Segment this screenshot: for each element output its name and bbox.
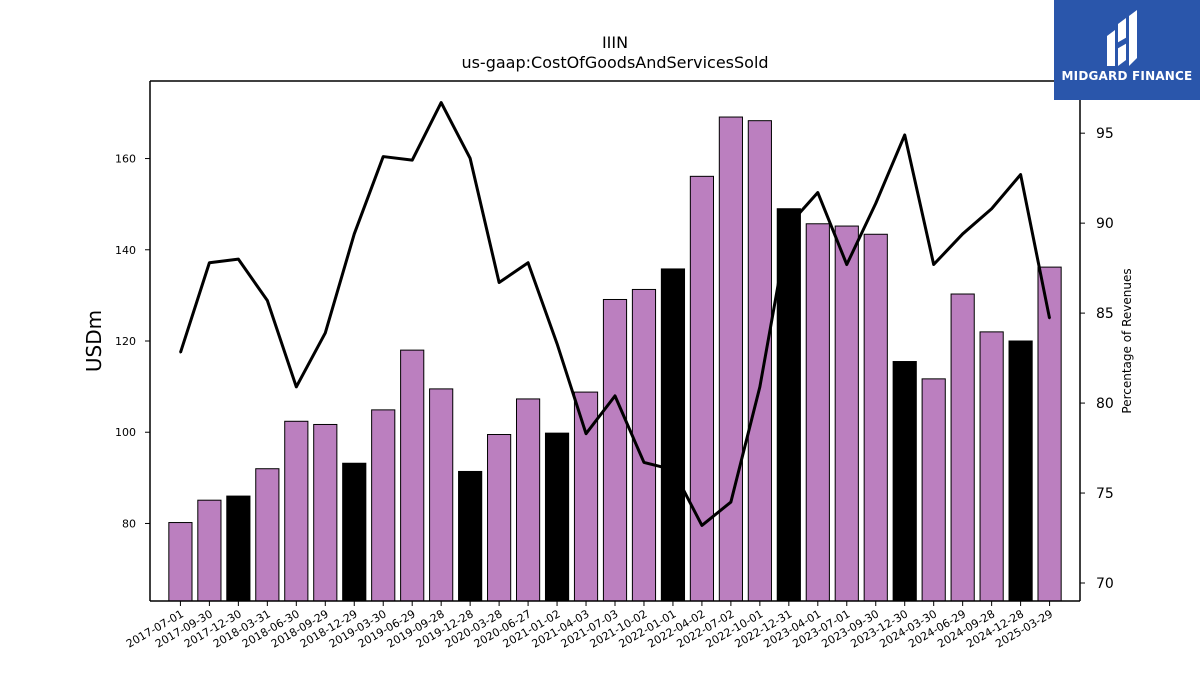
- chart-subtitle: us-gaap:CostOfGoodsAndServicesSold: [461, 53, 768, 72]
- bar-2019-09-28: [429, 388, 454, 602]
- logo-text: MIDGARD FINANCE: [1061, 69, 1193, 83]
- line-point-2023-07-01: [845, 263, 848, 266]
- y-axis-label: USDm: [82, 310, 106, 372]
- y-tick-label: 80: [122, 517, 136, 530]
- midgard-finance-logo: MIDGARD FINANCE: [1054, 0, 1200, 100]
- bar-2019-12-28: [458, 470, 483, 602]
- bar-2022-01-01: [660, 268, 686, 602]
- bar-2020-06-27: [515, 398, 541, 602]
- line-point-2018-12-29: [353, 233, 356, 235]
- y2-tick-label: 95: [1096, 126, 1114, 142]
- line-point-2022-10-01: [759, 386, 761, 388]
- bar-2024-09-28: [979, 331, 1004, 602]
- y2-tick-label: 85: [1096, 306, 1114, 322]
- line-point-2018-03-31: [266, 299, 269, 302]
- y-tick-label: 160: [115, 153, 136, 166]
- bar-2023-04-01: [805, 223, 830, 602]
- line-point-2017-09-30: [208, 261, 211, 264]
- line-point-2019-12-28: [469, 157, 471, 160]
- bar-2018-06-30: [284, 420, 309, 602]
- line-point-2021-01-02: [556, 342, 558, 345]
- bar-2019-06-29: [400, 349, 425, 602]
- line-point-2019-09-28: [440, 101, 442, 104]
- bar-2023-09-30: [863, 233, 888, 602]
- line-point-2020-03-28: [498, 281, 500, 284]
- line-point-2025-03-29: [1048, 317, 1051, 320]
- line-point-2022-04-02: [701, 524, 703, 527]
- bar-2023-12-30: [892, 361, 917, 602]
- bar-2019-03-30: [371, 409, 396, 602]
- bar-2024-12-28: [1008, 340, 1033, 602]
- y2-tick-label: 70: [1096, 576, 1114, 592]
- line-point-2022-07-02: [730, 501, 732, 503]
- y2-axis-label: Percentage of Revenues: [1120, 268, 1134, 413]
- line-point-2023-04-01: [817, 191, 819, 194]
- line-point-2019-06-29: [411, 159, 413, 161]
- bar-2017-12-30: [226, 495, 251, 602]
- bar-2018-09-29: [313, 423, 338, 602]
- line-point-2024-12-28: [1019, 173, 1022, 176]
- line-point-2017-07-01: [179, 351, 182, 354]
- y2-tick-label: 75: [1096, 486, 1114, 502]
- bar-2018-03-31: [255, 468, 280, 602]
- line-point-2021-10-02: [643, 461, 645, 464]
- line-point-2024-03-30: [932, 263, 935, 266]
- line-point-2024-06-29: [961, 233, 964, 235]
- bar-2022-10-01: [747, 120, 772, 602]
- line-point-2023-12-30: [903, 134, 906, 136]
- bar-2017-09-30: [197, 499, 222, 602]
- y-tick-label: 100: [115, 426, 136, 439]
- line-point-2023-09-30: [874, 202, 877, 205]
- bar-2023-07-01: [834, 225, 859, 602]
- line-point-2021-07-03: [614, 395, 616, 397]
- line-point-2021-04-03: [585, 432, 587, 435]
- bar-series: [168, 116, 1062, 602]
- line-point-2022-12-31: [788, 224, 790, 226]
- y-tick-label: 140: [115, 244, 136, 257]
- bar-2022-04-02: [689, 175, 715, 602]
- line-point-2018-06-30: [295, 386, 298, 388]
- bar-2018-12-29: [342, 462, 367, 602]
- line-point-2022-01-01: [672, 468, 674, 471]
- y-tick-label: 120: [115, 335, 136, 348]
- bar-2022-07-02: [718, 116, 743, 602]
- line-point-2019-03-30: [382, 155, 385, 158]
- line-point-2024-09-28: [990, 207, 993, 210]
- bar-2017-07-01: [168, 522, 193, 602]
- line-point-2020-06-27: [527, 261, 529, 264]
- bar-2021-07-03: [602, 298, 628, 602]
- bar-2020-03-28: [487, 434, 512, 602]
- chart-title: IIIN: [602, 33, 628, 52]
- bar-2024-03-30: [921, 378, 946, 602]
- y2-tick-label: 90: [1096, 216, 1114, 232]
- line-point-2017-12-30: [237, 258, 240, 260]
- logo-mark-icon: [1107, 10, 1137, 66]
- line-series: [178, 101, 1052, 527]
- line-point-2018-09-29: [324, 332, 327, 334]
- bar-2024-06-29: [950, 293, 975, 602]
- bar-2021-01-02: [544, 432, 570, 602]
- y2-tick-label: 80: [1096, 396, 1114, 412]
